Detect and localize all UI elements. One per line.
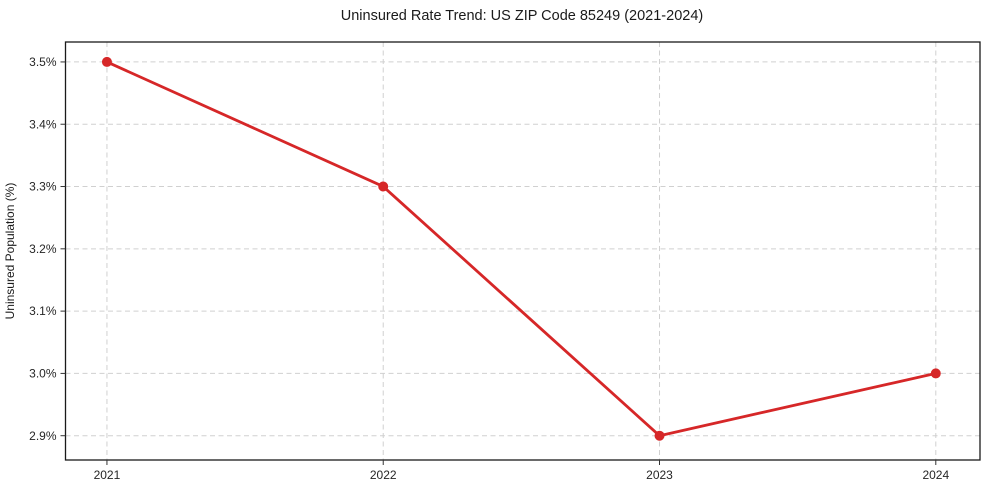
trend-line	[105, 60, 938, 438]
y-tick-label: 3.2%	[29, 242, 57, 256]
y-tick-label: 3.5%	[29, 55, 57, 69]
y-tick-label: 2.9%	[29, 429, 57, 443]
chart-title: Uninsured Rate Trend: US ZIP Code 85249 …	[341, 8, 703, 24]
x-tick-label: 2021	[94, 468, 121, 482]
data-point	[378, 181, 389, 192]
plot-border	[64, 41, 981, 461]
x-tick-label: 2024	[922, 468, 949, 482]
data-point	[930, 368, 941, 379]
y-tick-label: 3.1%	[29, 304, 57, 318]
data-point	[101, 56, 112, 67]
data-point	[654, 430, 665, 441]
x-tick-label: 2023	[646, 468, 673, 482]
grid-layer	[65, 42, 980, 460]
y-tick-label: 3.4%	[29, 117, 57, 131]
y-axis-label: Uninsured Population (%)	[3, 183, 17, 320]
y-tick-label: 3.3%	[29, 180, 57, 194]
series-layer	[101, 56, 941, 441]
y-tick-label: 3.0%	[29, 366, 57, 380]
x-tick-label: 2022	[370, 468, 397, 482]
axis-layer: 2.9% 3.0% 3.1% 3.2% 3.3% 3.4% 3.5% 2021 2022 2023…	[29, 41, 981, 482]
